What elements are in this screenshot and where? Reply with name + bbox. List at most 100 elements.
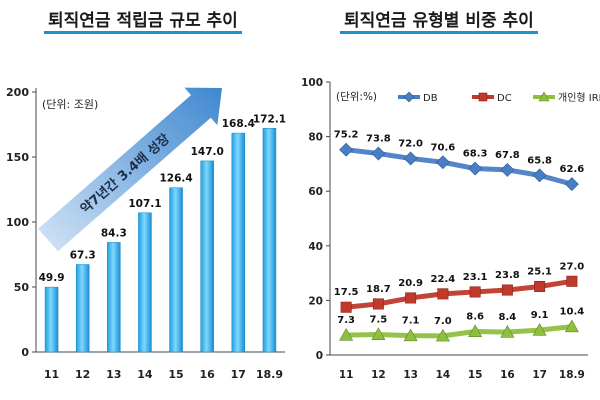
x-tick-label: 11	[339, 369, 354, 381]
series-point	[500, 162, 515, 177]
bar-value-label: 168.4	[222, 118, 255, 130]
y-tick-label: 100	[6, 216, 29, 229]
series-point	[339, 327, 354, 341]
x-tick-label: 15	[168, 368, 183, 381]
y-tick-label: 50	[14, 281, 30, 294]
bar-value-label: 49.9	[39, 272, 65, 284]
bar-value-label: 107.1	[128, 198, 161, 210]
x-tick-label: 13	[106, 368, 121, 381]
bar-value-label: 84.3	[101, 227, 127, 239]
y-tick-label: 150	[6, 151, 29, 164]
series-point	[469, 286, 481, 298]
series-value-label: 18.7	[366, 284, 391, 295]
series-point	[371, 327, 386, 341]
x-tick-label: 15	[468, 369, 483, 381]
series-value-label: 7.0	[434, 316, 452, 327]
bar-value-label: 67.3	[70, 250, 96, 262]
left-chart-title: 퇴직연금 적립금 규모 추이	[44, 6, 242, 34]
series-value-label: 8.4	[499, 312, 517, 323]
series-point	[405, 292, 417, 304]
x-tick-label: 18.9	[256, 368, 283, 381]
series-point	[532, 168, 547, 183]
series-value-label: 27.0	[560, 261, 585, 272]
series-point	[403, 151, 418, 166]
bar-value-label: 126.4	[159, 173, 192, 185]
legend-label: DC	[497, 93, 512, 104]
x-tick-label: 11	[44, 368, 59, 381]
bar-16	[200, 160, 214, 353]
series-point	[339, 142, 354, 157]
x-tick-label: 12	[371, 369, 386, 381]
x-tick-label: 17	[231, 368, 246, 381]
bar-value-label: 147.0	[191, 146, 224, 158]
series-value-label: 7.1	[402, 316, 420, 327]
y-tick-label: 100	[301, 77, 323, 89]
series-point	[371, 146, 386, 161]
series-point	[372, 298, 384, 310]
x-tick-label: 17	[532, 369, 547, 381]
right-chart-title: 퇴직연금 유형별 비중 추이	[340, 6, 538, 34]
bar-11	[44, 286, 59, 353]
x-tick-label: 18.9	[559, 369, 585, 381]
series-point	[566, 275, 578, 287]
x-tick-label: 16	[200, 368, 216, 381]
series-value-label: 9.1	[531, 310, 549, 321]
series-point	[435, 155, 450, 170]
y-tick-label: 80	[308, 132, 323, 144]
series-value-label: 10.4	[560, 307, 585, 318]
series-value-label: 17.5	[334, 287, 359, 298]
bar-12	[75, 264, 90, 353]
series-point	[403, 328, 418, 342]
legend-marker	[403, 91, 415, 103]
y-tick-label: 20	[308, 295, 323, 307]
series-point	[340, 301, 352, 313]
legend-label: DB	[423, 93, 438, 104]
bar-15	[169, 187, 183, 353]
series-value-label: 68.3	[463, 149, 488, 160]
series-point	[532, 323, 547, 336]
legend-marker	[538, 91, 550, 102]
legend-label: 개인형 IRP	[558, 92, 600, 104]
unit-label: (단위: 조원)	[42, 98, 98, 111]
y-tick-label: 0	[316, 350, 323, 362]
series-value-label: 70.6	[431, 142, 456, 153]
y-tick-label: 200	[6, 86, 29, 99]
bar-14	[138, 212, 152, 353]
series-value-label: 62.6	[560, 164, 585, 175]
series-value-label: 73.8	[366, 134, 391, 145]
series-value-label: 23.1	[463, 272, 488, 283]
x-tick-label: 14	[137, 368, 153, 381]
series-value-label: 25.1	[527, 266, 552, 277]
series-value-label: 22.4	[431, 274, 456, 285]
series-point	[500, 324, 515, 338]
series-value-label: 65.8	[527, 155, 552, 166]
x-tick-label: 14	[436, 369, 451, 381]
series-point	[435, 328, 450, 342]
series-value-label: 7.3	[337, 315, 355, 326]
series-point	[501, 284, 513, 296]
growth-arrow	[38, 87, 223, 252]
y-tick-label: 40	[308, 241, 323, 253]
series-value-label: 75.2	[334, 130, 359, 141]
bar-17	[231, 132, 246, 353]
series-point	[534, 280, 546, 292]
bar-13	[107, 242, 121, 353]
legend-marker	[478, 92, 488, 102]
line-chart: 0 20 40 60 80 100 (단위:%) 11 12 13 14 15 16 17 18.9 75.2…	[301, 77, 600, 381]
bar-value-label: 172.1	[253, 113, 286, 125]
series-point	[564, 319, 579, 333]
y-tick-label: 60	[308, 186, 323, 198]
x-tick-label: 16	[500, 369, 515, 381]
x-tick-label: 13	[403, 369, 418, 381]
series-value-label: 72.0	[398, 138, 423, 149]
unit-label: (단위:%)	[336, 90, 377, 103]
series-value-label: 23.8	[495, 270, 520, 281]
series-value-label: 20.9	[398, 278, 423, 289]
x-tick-label: 12	[75, 368, 90, 381]
bar-18.9	[262, 128, 277, 353]
series-point	[564, 177, 579, 192]
series-value-label: 8.6	[466, 312, 484, 323]
y-tick-label: 0	[21, 346, 29, 359]
series-value-label: 7.5	[370, 315, 388, 326]
